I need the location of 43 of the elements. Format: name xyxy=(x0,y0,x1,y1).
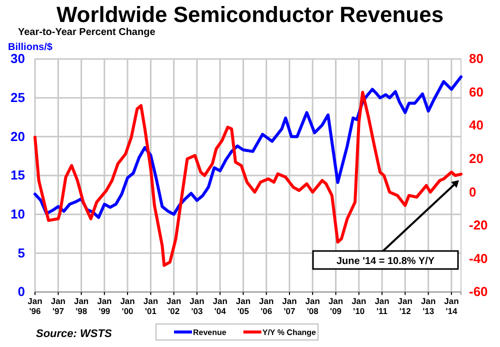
x-tick-label: Jan '03 xyxy=(190,296,204,316)
y-axis-title: Billions/$ xyxy=(8,42,53,53)
line-series xyxy=(34,75,462,219)
y-tick-label: 25 xyxy=(10,90,25,105)
y2-tick-label: 0 xyxy=(469,184,476,200)
y2-tick-label: 80 xyxy=(469,51,484,66)
x-tick-label: Jan '08 xyxy=(305,296,320,316)
x-tick-label: Jan '14 xyxy=(444,296,459,316)
y-tick-label: 20 xyxy=(10,128,25,144)
x-tick-label: Jan '07 xyxy=(282,296,297,316)
annotation: June '14 = 10.8% Y/Y xyxy=(336,256,435,267)
y-tick-label: 10 xyxy=(10,206,25,222)
x-tick-label: Jan '11 xyxy=(374,296,390,316)
x-tick-label: Jan '98 xyxy=(74,296,89,316)
y-tick-label: 15 xyxy=(10,168,25,183)
x-tick-label: Jan '04 xyxy=(212,296,228,316)
source-note: Source: WSTS xyxy=(36,328,112,340)
x-tick-label: Jan '09 xyxy=(328,296,344,316)
y2-tick-label: 40 xyxy=(469,118,484,133)
y-tick-label: 5 xyxy=(18,245,25,260)
chart-title: Worldwide Semiconductor Revenues xyxy=(56,2,444,27)
y2-tick-label: 20 xyxy=(469,151,484,166)
x-tick-label: Jan '00 xyxy=(120,296,135,316)
y2-tick-label: -40 xyxy=(469,250,488,266)
line-series xyxy=(34,90,462,267)
y2-tick-label: -20 xyxy=(469,218,488,233)
y-tick-label: 30 xyxy=(10,51,25,66)
x-tick-label: Jan '96 xyxy=(28,296,42,316)
legend-label: Revenue xyxy=(193,328,227,337)
x-tick-label: Jan '13 xyxy=(420,296,436,316)
legend-label: Y/Y % Change xyxy=(262,328,317,337)
x-tick-label: Jan '10 xyxy=(352,296,366,316)
x-tick-label: Jan '06 xyxy=(259,296,274,316)
x-tick-label: Jan '01 xyxy=(143,296,158,316)
chart-subtitle: Year-to-Year Percent Change xyxy=(18,27,156,38)
x-tick-label: Jan '99 xyxy=(97,296,112,316)
y2-tick-label: -60 xyxy=(469,284,488,300)
x-tick-label: Jan '97 xyxy=(50,296,66,316)
x-tick-label: Jan '05 xyxy=(236,296,251,316)
x-tick-label: Jan '02 xyxy=(166,296,182,316)
x-tick-label: Jan '12 xyxy=(398,296,412,316)
y-tick-label: 0 xyxy=(18,284,25,300)
y2-tick-label: 60 xyxy=(469,84,484,100)
